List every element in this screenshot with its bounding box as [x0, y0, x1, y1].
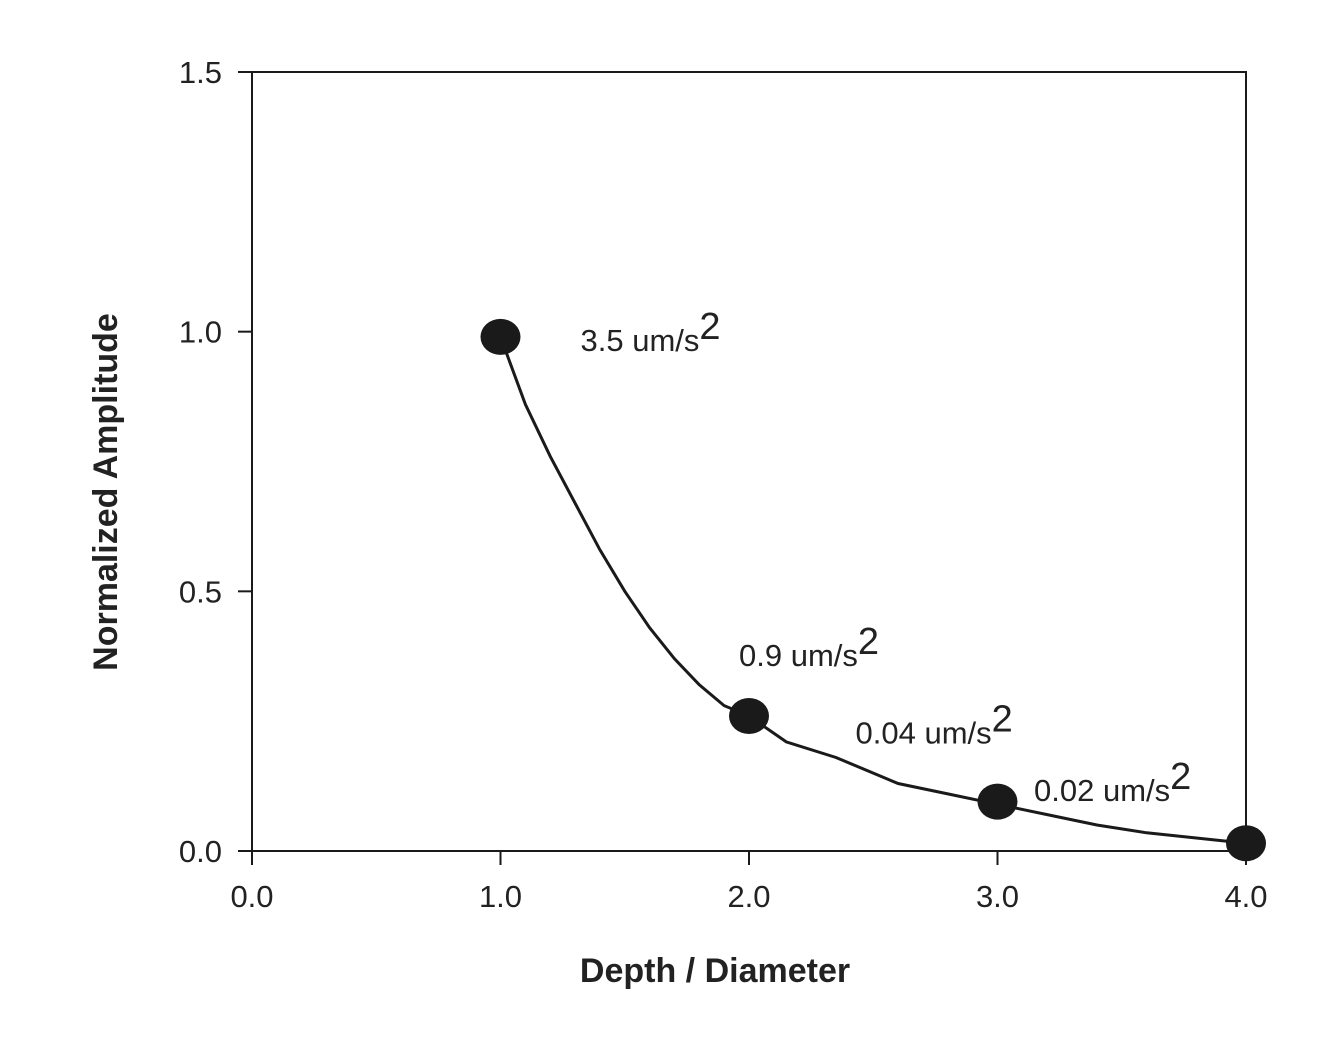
- data-point-label-text: 0.02 um/s: [1034, 773, 1170, 808]
- data-point-label-exponent: 2: [858, 621, 879, 663]
- x-tick-label: 0.0: [230, 879, 273, 914]
- x-tick-label: 3.0: [976, 879, 1019, 914]
- y-tick-label: 0.5: [179, 574, 222, 609]
- x-axis-ticks: 0.0 1.0 2.0 3.0 4.0: [230, 851, 1268, 914]
- data-point-marker: [729, 697, 769, 734]
- data-point-marker: [1226, 825, 1266, 862]
- data-point-label: 0.02 um/s2: [1034, 756, 1191, 808]
- x-tick-label: 4.0: [1224, 879, 1267, 914]
- series-line: [499, 336, 1247, 845]
- data-point-label: 0.04 um/s2: [856, 699, 1013, 751]
- y-axis-title: Normalized Amplitude: [87, 313, 125, 671]
- plot-area: [251, 71, 1247, 852]
- data-point-label-exponent: 2: [1170, 756, 1191, 798]
- data-point-label: 3.5 um/s2: [581, 306, 721, 358]
- y-tick-label: 0.0: [179, 834, 222, 869]
- data-point-label-text: 3.5 um/s: [581, 323, 700, 358]
- y-axis-ticks: 0.0 0.5 1.0 1.5: [179, 55, 252, 869]
- data-point-label-text: 0.04 um/s: [856, 716, 992, 751]
- data-point-label-text: 0.9 um/s: [739, 638, 858, 673]
- x-tick-label: 2.0: [727, 879, 770, 914]
- x-tick-label: 1.0: [479, 879, 522, 914]
- data-point-label-exponent: 2: [699, 306, 720, 348]
- data-point-marker: [480, 318, 521, 355]
- data-point-label-exponent: 2: [992, 699, 1013, 741]
- x-axis-title: Depth / Diameter: [580, 952, 850, 990]
- data-point-marker: [977, 783, 1018, 820]
- data-markers: [480, 318, 1266, 862]
- y-tick-label: 1.5: [179, 55, 222, 90]
- data-labels: 3.5 um/s20.9 um/s20.04 um/s20.02 um/s2: [581, 306, 1192, 808]
- y-tick-label: 1.0: [179, 315, 222, 350]
- data-point-label: 0.9 um/s2: [739, 621, 879, 673]
